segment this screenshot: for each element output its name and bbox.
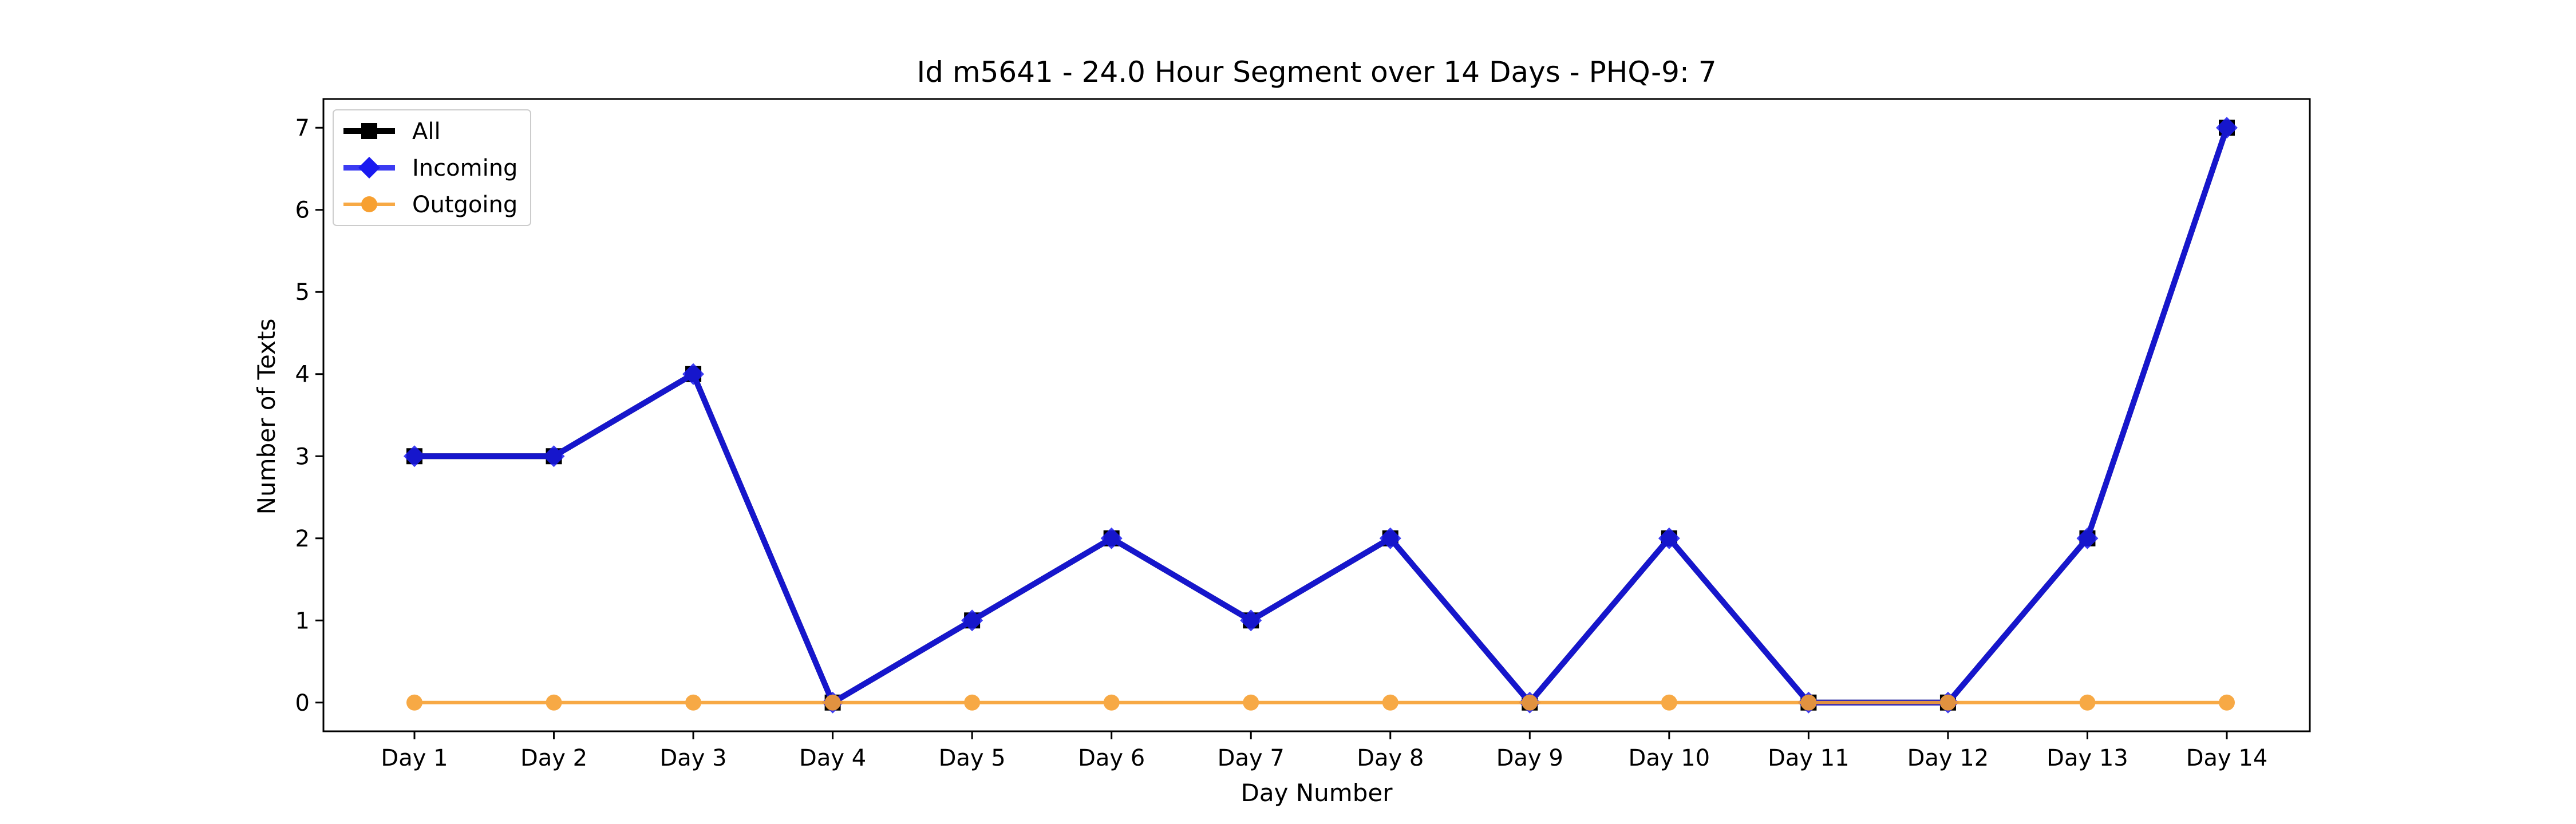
- data-point: [682, 363, 705, 385]
- series-outgoing: [406, 694, 2235, 711]
- y-tick-label: 7: [295, 115, 310, 141]
- data-point: [1103, 694, 1120, 711]
- data-point: [406, 694, 422, 711]
- x-tick-label: Day 4: [799, 745, 866, 771]
- data-point: [964, 694, 981, 711]
- y-axis-label: Number of Texts: [252, 319, 280, 515]
- data-point: [2076, 527, 2099, 549]
- x-tick-label: Day 7: [1218, 745, 1285, 771]
- data-point: [2219, 694, 2235, 711]
- y-tick-label: 5: [295, 279, 310, 306]
- x-tick-label: Day 10: [1629, 745, 1710, 771]
- data-point: [1240, 609, 1262, 632]
- x-tick-label: Day 11: [1768, 745, 1850, 771]
- series-line: [414, 126, 2230, 706]
- chart-title: Id m5641 - 24.0 Hour Segment over 14 Day…: [916, 56, 1716, 89]
- x-axis: Day 1 Day 2 Day 3 Day 4 Day 5 Day 6 Day 7 Day 8…: [381, 731, 2267, 771]
- series-incoming: [404, 117, 2238, 714]
- legend-swatch-marker: [361, 196, 377, 212]
- legend-label: All: [412, 118, 441, 145]
- data-point: [1382, 694, 1398, 711]
- y-tick-label: 6: [295, 197, 310, 224]
- data-point: [1243, 694, 1259, 711]
- x-tick-label: Day 2: [520, 745, 587, 771]
- legend-swatch-marker: [358, 157, 380, 179]
- x-tick-label: Day 14: [2186, 745, 2268, 771]
- data-point: [546, 694, 562, 711]
- x-tick-label: Day 8: [1357, 745, 1424, 771]
- legend-label: Outgoing: [412, 192, 517, 218]
- legend-item-incoming: Incoming: [343, 155, 517, 181]
- x-tick-label: Day 1: [381, 745, 448, 771]
- data-point: [1658, 527, 1680, 549]
- y-axis: 0 1 2 3 4 5 6 7: [295, 115, 323, 716]
- legend-label: Incoming: [412, 155, 517, 181]
- y-tick-label: 0: [295, 690, 310, 716]
- data-point: [1522, 694, 1538, 711]
- y-tick-label: 2: [295, 526, 310, 552]
- series-all: [406, 120, 2235, 711]
- x-tick-label: Day 3: [659, 745, 726, 771]
- legend-item-outgoing: Outgoing: [343, 192, 517, 218]
- y-tick-label: 1: [295, 608, 310, 634]
- legend: All Incoming Outgoing: [333, 109, 531, 226]
- data-point: [1939, 694, 1956, 711]
- x-tick-label: Day 12: [1907, 745, 1989, 771]
- series-line: [414, 126, 2230, 706]
- y-tick-label: 3: [295, 443, 310, 470]
- plot-frame: [322, 98, 2311, 732]
- data-point: [961, 609, 983, 632]
- legend-item-all: All: [343, 118, 441, 145]
- data-point: [543, 445, 565, 468]
- x-tick-label: Day 9: [1496, 745, 1563, 771]
- data-point: [1379, 527, 1401, 549]
- x-tick-label: Day 6: [1078, 745, 1145, 771]
- data-point: [824, 694, 841, 711]
- x-tick-label: Day 13: [2046, 745, 2128, 771]
- legend-box: [333, 109, 531, 226]
- series-layer: [404, 117, 2238, 714]
- data-point: [1661, 694, 1677, 711]
- data-point: [1800, 694, 1817, 711]
- legend-swatch-marker: [361, 123, 377, 139]
- data-point: [1100, 527, 1123, 549]
- x-axis-label: Day Number: [1240, 779, 1393, 807]
- data-point: [404, 445, 425, 468]
- data-point: [2079, 694, 2096, 711]
- data-point: [685, 694, 702, 711]
- data-point: [2216, 117, 2238, 139]
- y-tick-label: 4: [295, 362, 310, 388]
- x-tick-label: Day 5: [939, 745, 1006, 771]
